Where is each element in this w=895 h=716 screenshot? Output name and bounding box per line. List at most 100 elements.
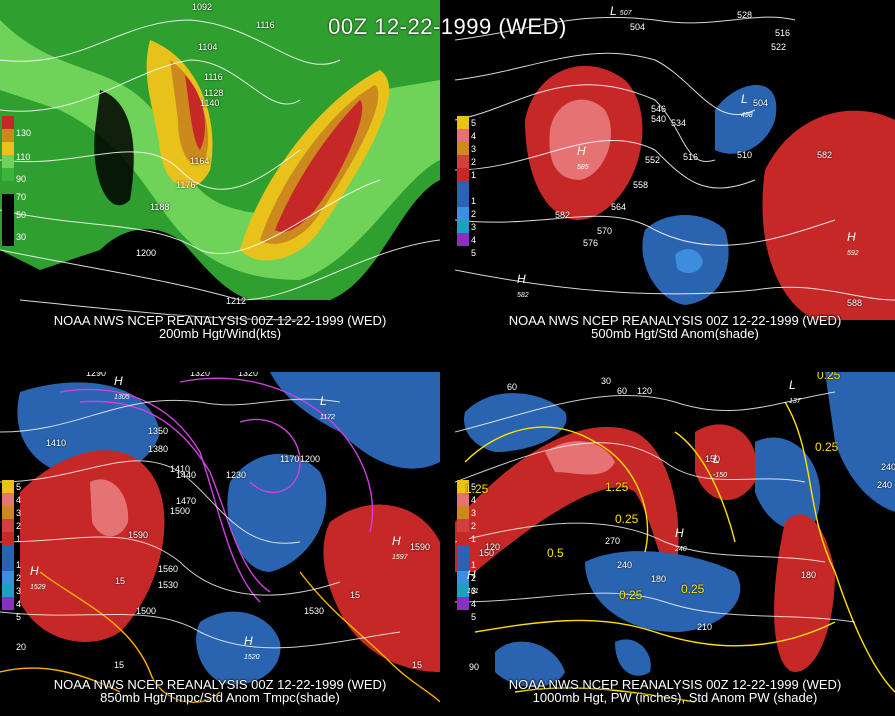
map-200mb [0, 0, 440, 340]
contour-label: 540 [651, 114, 667, 124]
scale-label: 2 [16, 573, 22, 583]
page-title: 00Z 12-22-1999 (WED) [328, 14, 567, 39]
high-center: H 240 [675, 526, 687, 553]
low-center: L 507 [610, 4, 632, 18]
scale-label: 1 [471, 534, 477, 544]
high-center: H 1520 [244, 634, 260, 661]
contour-label: 90 [469, 662, 480, 672]
contour-label: 180 [801, 570, 817, 580]
contour-label: 516 [775, 28, 791, 38]
high-center: H 161 [467, 568, 479, 595]
scale-label: 4 [471, 235, 477, 245]
contour-label: 1290 [86, 372, 107, 378]
scale-label: 3 [471, 586, 477, 596]
scale-label: 90 [16, 174, 27, 184]
scale-label: 1 [471, 196, 477, 206]
panel-500mb-map: 5 4 3 2 1 1 2 3 4 5 504 528 522 516 504 … [455, 0, 895, 340]
panel-1000mb-map: 5 4 3 2 1 1 2 3 4 5 60 30 60 120 0.25 0.… [455, 372, 895, 716]
contour-label: 516 [683, 152, 699, 162]
scale-label: 1 [471, 560, 477, 570]
scale-label: 50 [16, 210, 27, 220]
scale-label: 5 [16, 482, 22, 492]
contour-label: 1410 [46, 438, 67, 448]
scale-label: 2 [16, 521, 22, 531]
contour-label: 1170 [280, 454, 300, 464]
contour-label: 558 [633, 180, 649, 190]
contour-label: 0.25 [817, 372, 841, 382]
scale-label: 1 [16, 534, 22, 544]
contour-label: 552 [645, 155, 661, 165]
panel-caption-line2: 850mb Hgt/Tmpc/Std Anom Tmpc(shade) [100, 690, 340, 705]
color-scale-1000mb [457, 480, 469, 610]
scale-label: 5 [471, 248, 477, 258]
contour-label: 60 [507, 382, 518, 392]
contour-label: 270 [605, 536, 621, 546]
panel-caption-line1: NOAA NWS NCEP REANALYSIS 00Z 12-22-1999 … [508, 313, 842, 328]
scale-label: 2 [471, 521, 477, 531]
contour-label: 15 [115, 576, 126, 586]
scale-label: 3 [16, 586, 22, 596]
contour-label: 1200 [300, 454, 321, 464]
scale-label: 2 [471, 209, 477, 219]
panel-200mb-map: 130 110 90 70 50 30 1092 1116 1104 1116 … [0, 0, 440, 340]
contour-label: 0.25 [681, 582, 705, 596]
panel-caption-line2: 200mb Hgt/Wind(kts) [158, 326, 282, 340]
contour-label: 1320 [238, 372, 259, 378]
contour-label: 1.25 [465, 482, 489, 496]
low-center: L -150 [713, 452, 728, 479]
contour-label: 528 [737, 10, 753, 20]
contour-label: 150 [479, 548, 495, 558]
contour-label: 120 [637, 386, 653, 396]
contour-label: 60 [617, 386, 628, 396]
contour-label: 240 [617, 560, 633, 570]
map-850mb [0, 372, 440, 716]
contour-label: 180 [651, 574, 667, 584]
panel-caption-line2: 500mb Hgt/Std Anom(shade) [591, 326, 759, 340]
scale-label: 70 [16, 192, 27, 202]
contour-label: 1212 [226, 296, 247, 306]
high-center: H 585 [577, 144, 589, 171]
high-center: H 1597 [392, 534, 408, 561]
contour-label: 564 [611, 202, 627, 212]
contour-label: 0.5 [547, 546, 564, 560]
contour-label: 240 [881, 462, 895, 472]
contour-label: 1104 [198, 42, 218, 52]
panel-caption-line2: 1000mb Hgt, PW (inches), Std Anom PW (sh… [532, 690, 818, 705]
contour-label: 1116 [204, 72, 223, 82]
contour-label: 20 [16, 642, 27, 652]
contour-label: 546 [651, 104, 667, 114]
contour-label: 1530 [304, 606, 325, 616]
contour-label: 576 [583, 238, 599, 248]
scale-label: 5 [471, 118, 477, 128]
contour-label: 210 [697, 622, 713, 632]
contour-label: 570 [597, 226, 613, 236]
scale-label: 2 [471, 157, 477, 167]
contour-label: 1440 [176, 470, 197, 480]
contour-label: 0.25 [615, 512, 639, 526]
contour-label: 1590 [410, 542, 431, 552]
contour-label: 1188 [150, 202, 170, 212]
scale-label: 3 [471, 508, 477, 518]
panel-caption-line1: NOAA NWS NCEP REANALYSIS 00Z 12-22-1999 … [508, 677, 842, 692]
contour-label: 1530 [158, 580, 179, 590]
scale-label: 30 [16, 232, 27, 242]
high-center: H 582 [517, 272, 529, 299]
scale-label: 5 [471, 612, 477, 622]
contour-label: 1140 [200, 98, 220, 108]
contour-label: 1092 [192, 2, 213, 12]
scale-label: 4 [16, 495, 22, 505]
contour-label: 588 [847, 298, 863, 308]
contour-label: 1230 [226, 470, 247, 480]
scale-label: 5 [471, 482, 477, 492]
contour-label: 0.25 [619, 588, 643, 602]
contour-label: 1.25 [605, 480, 629, 494]
color-scale-200mb [2, 116, 14, 246]
contour-label: 504 [753, 98, 769, 108]
scale-label: 4 [16, 599, 22, 609]
panel-caption-line1: NOAA NWS NCEP REANALYSIS 00Z 12-22-1999 … [53, 677, 387, 692]
color-scale-850mb [2, 480, 14, 610]
contour-label: 504 [630, 22, 646, 32]
high-center: H 1305 [114, 374, 130, 401]
contour-label: 1560 [158, 564, 179, 574]
contour-label: 1350 [148, 426, 169, 436]
